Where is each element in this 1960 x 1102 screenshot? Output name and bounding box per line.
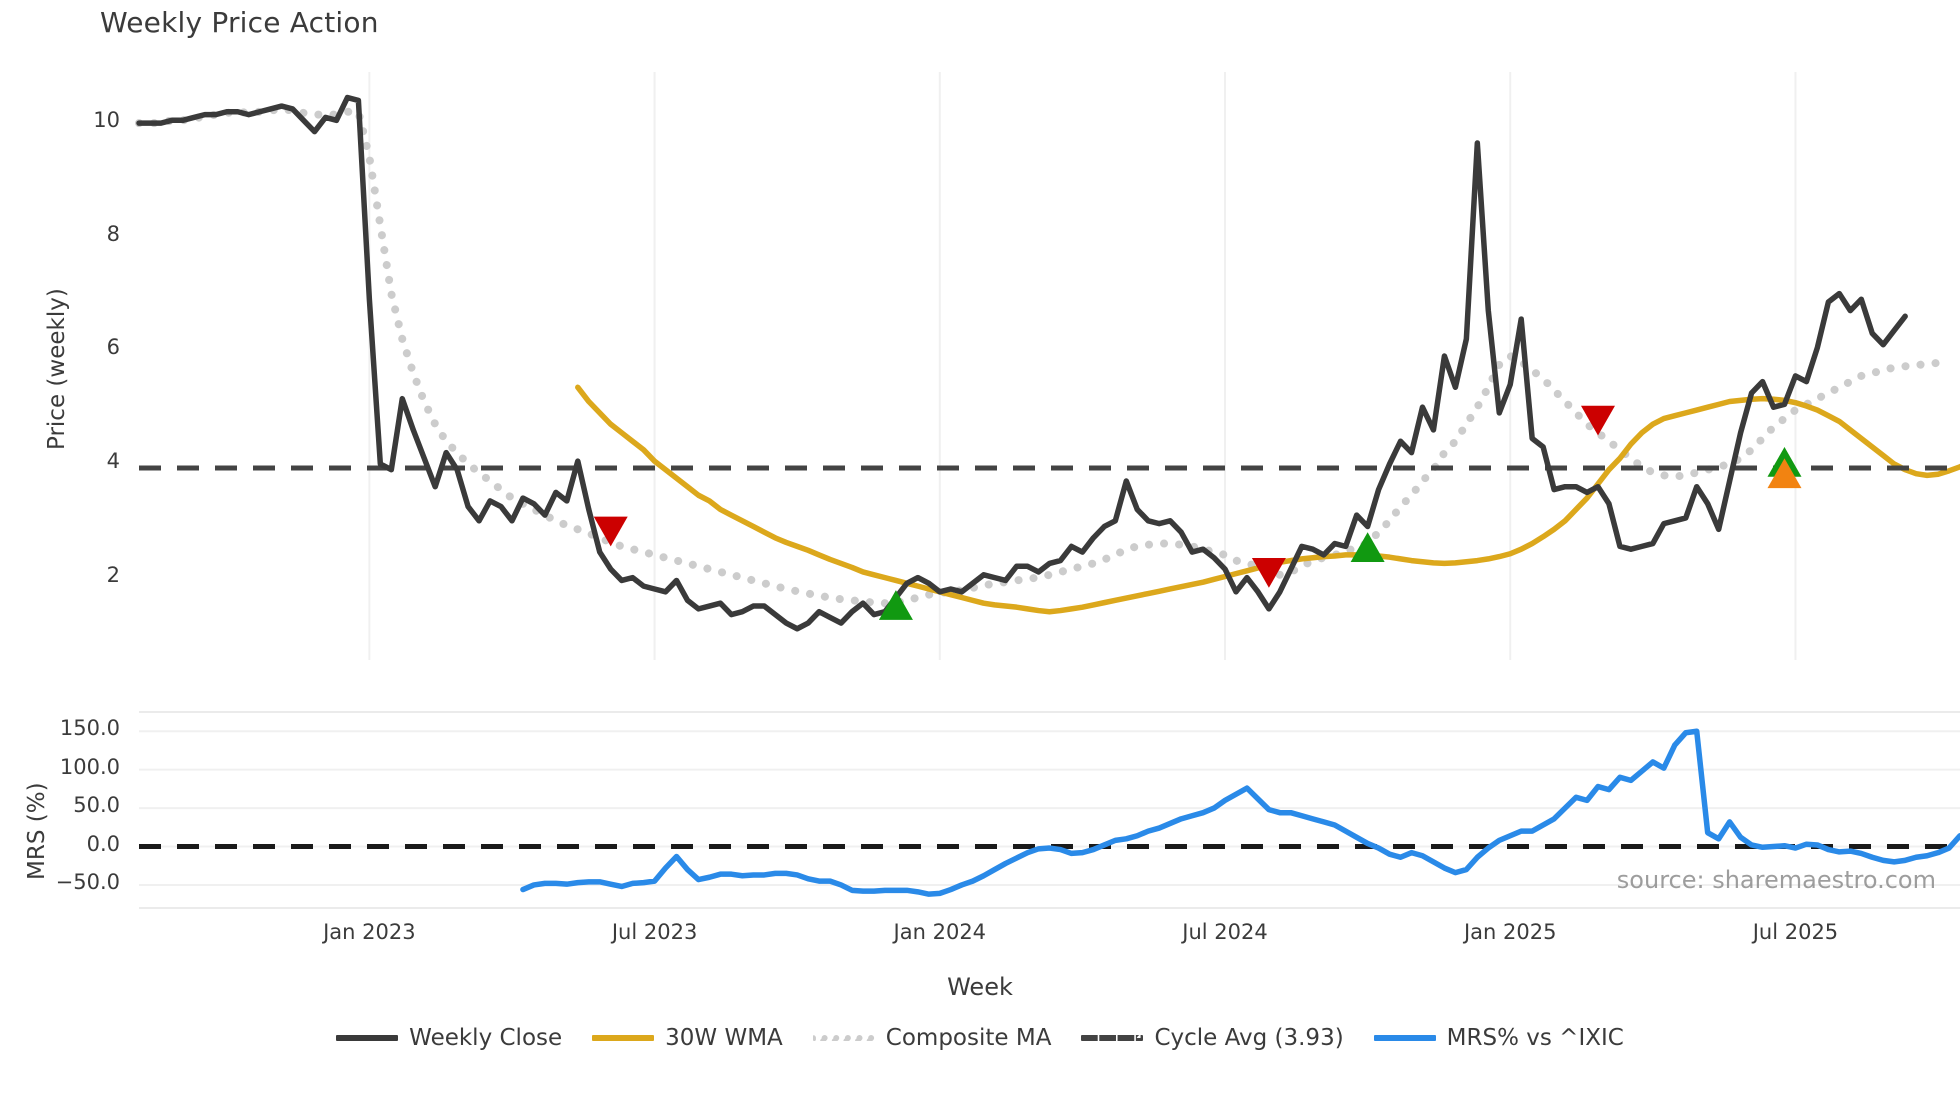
- x-tick-label: Jul 2023: [611, 920, 698, 944]
- source-watermark: source: sharemaestro.com: [1616, 866, 1936, 894]
- series-line-composite-ma: [135, 104, 1943, 608]
- x-tick-label: Jan 2024: [893, 920, 987, 944]
- price-y-tick-label: 4: [106, 449, 120, 473]
- legend-item-mrs-vs-ixic[interactable]: MRS% vs ^IXIC: [1373, 1025, 1624, 1051]
- price-y-tick-label: 2: [106, 562, 120, 587]
- mrs-y-tick-label: 100.0: [59, 754, 120, 779]
- legend-label: Weekly Close: [409, 1025, 563, 1051]
- price-axis-label: Price (weekly): [44, 288, 70, 450]
- mrs-y-tick-label: −50.0: [55, 869, 120, 894]
- legend-label: 30W WMA: [665, 1025, 783, 1051]
- signal-marker-sell: [1580, 405, 1615, 436]
- legend-swatch-icon: [1081, 1035, 1144, 1041]
- x-tick-label: Jan 2023: [323, 920, 416, 944]
- x-axis-label: Week: [947, 973, 1013, 1001]
- signal-marker-sell: [593, 516, 628, 547]
- legend-swatch-icon: [592, 1035, 655, 1041]
- x-tick-label: Jan 2025: [1463, 920, 1557, 944]
- mrs-axis-label: MRS (%): [24, 782, 50, 880]
- legend-swatch-icon: [336, 1035, 399, 1041]
- price-y-tick-label: 6: [106, 335, 120, 360]
- chart-title: Weekly Price Action: [100, 6, 379, 39]
- signal-marker-buy: [878, 590, 913, 620]
- mrs-y-tick-label: 0.0: [86, 831, 120, 856]
- series-line-mrs-percent: [520, 728, 1960, 897]
- signal-marker-sell: [1251, 558, 1286, 588]
- legend-item-composite-ma[interactable]: Composite MA: [812, 1025, 1052, 1051]
- x-tick-label: Jul 2025: [1752, 920, 1839, 944]
- mrs-y-tick-label: 50.0: [73, 793, 120, 818]
- series-line-weekly-close: [136, 94, 1908, 632]
- legend-label: MRS% vs ^IXIC: [1446, 1025, 1624, 1051]
- legend-item-weekly-close[interactable]: Weekly Close: [336, 1025, 562, 1051]
- legend-label: Cycle Avg (3.93): [1154, 1025, 1344, 1051]
- mrs-y-tick-label: 150.0: [59, 716, 120, 741]
- chart-legend: Weekly Close 30W WMA Composite MA Cycle Avg…: [0, 1025, 1960, 1051]
- signal-marker-alert: [1767, 458, 1802, 489]
- price-y-tick-label: 8: [106, 221, 120, 246]
- legend-label: Composite MA: [885, 1025, 1052, 1051]
- legend-swatch-icon: [812, 1035, 875, 1041]
- x-tick-label: Jul 2024: [1182, 920, 1268, 944]
- legend-item-30w-wma[interactable]: 30W WMA: [592, 1025, 783, 1051]
- legend-swatch-icon: [1373, 1035, 1436, 1041]
- price-y-tick-label: 10: [93, 108, 120, 133]
- legend-item-cycle-avg-3-93[interactable]: Cycle Avg (3.93): [1081, 1025, 1344, 1051]
- signal-marker-buy: [1350, 532, 1385, 562]
